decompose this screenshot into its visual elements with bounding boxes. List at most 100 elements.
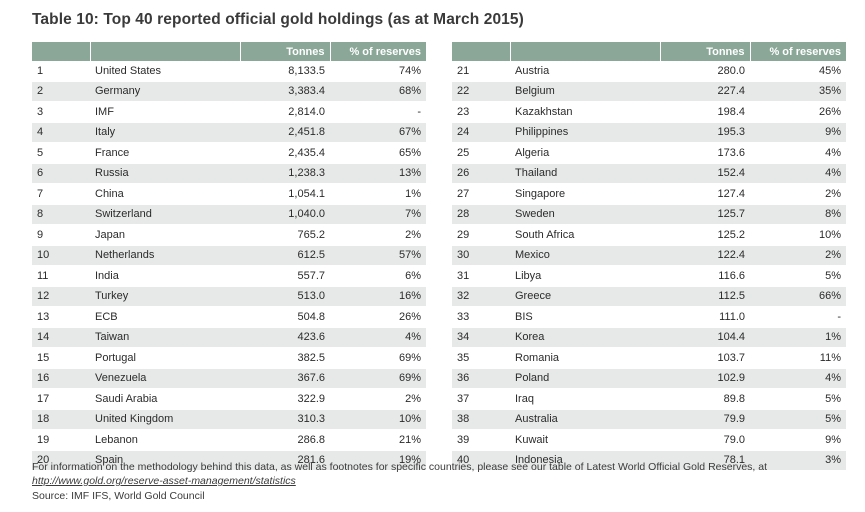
country-cell: Venezuela bbox=[90, 368, 240, 389]
table-row: 13 ECB 504.8 26% bbox=[32, 306, 426, 328]
country-cell: United Kingdom bbox=[90, 409, 240, 430]
table-row: 10 Netherlands 612.5 57% bbox=[32, 245, 426, 266]
country-cell: Netherlands bbox=[90, 245, 240, 266]
table-row: 27 Singapore 127.4 2% bbox=[452, 183, 846, 205]
country-cell: Japan bbox=[90, 224, 240, 246]
table-header-row: Tonnes % of reserves bbox=[452, 42, 846, 61]
table-row: 35 Romania 103.7 11% bbox=[452, 347, 846, 369]
rank-cell: 36 bbox=[452, 368, 510, 389]
table-row: 33 BIS 111.0- bbox=[452, 306, 846, 328]
country-cell: India bbox=[90, 265, 240, 287]
rank-cell: 8 bbox=[32, 204, 90, 225]
table-row: 20 Spain 281.6 19% bbox=[32, 450, 426, 471]
gold-holdings-table-left: Tonnes % of reserves 1 United States 8,133… bbox=[32, 42, 426, 471]
statistics-link[interactable]: http://www.gold.org/reserve-asset-manage… bbox=[32, 475, 296, 487]
pct-reserves-cell: 2% bbox=[330, 388, 426, 410]
rank-cell: 15 bbox=[32, 347, 90, 369]
pct-reserves-cell: 67% bbox=[330, 122, 426, 143]
tonnes-cell: 423.6 bbox=[240, 327, 330, 348]
table-row: 38 Australia 79.9 5% bbox=[452, 409, 846, 430]
tonnes-cell: 1,040.0 bbox=[240, 204, 330, 225]
table-row: 30 Mexico 122.4 2% bbox=[452, 245, 846, 266]
tonnes-cell: 367.6 bbox=[240, 368, 330, 389]
source-note: Source: IMF IFS, World Gold Council bbox=[32, 490, 205, 502]
rank-cell: 14 bbox=[32, 327, 90, 348]
page-title: Table 10: Top 40 reported official gold … bbox=[32, 11, 524, 28]
table-header-row: Tonnes % of reserves bbox=[32, 42, 426, 61]
rank-cell: 6 bbox=[32, 163, 90, 184]
table-row: 14 Taiwan 423.6 4% bbox=[32, 327, 426, 348]
country-cell: France bbox=[90, 142, 240, 164]
table-row: 5 France 2,435.4 65% bbox=[32, 142, 426, 164]
tonnes-cell: 112.5 bbox=[660, 286, 750, 307]
tonnes-cell: 3,383.4 bbox=[240, 81, 330, 102]
pct-reserves-cell: 19% bbox=[330, 450, 426, 471]
country-cell: Belgium bbox=[510, 81, 660, 102]
tonnes-cell: 198.4 bbox=[660, 101, 750, 123]
rank-cell: 27 bbox=[452, 183, 510, 205]
pct-reserves-cell: 66% bbox=[750, 286, 846, 307]
country-cell: Germany bbox=[90, 81, 240, 102]
rank-cell: 31 bbox=[452, 265, 510, 287]
rank-cell: 7 bbox=[32, 183, 90, 205]
rank-cell: 5 bbox=[32, 142, 90, 164]
pct-reserves-cell: 10% bbox=[750, 224, 846, 246]
table-row: 32 Greece 112.5 66% bbox=[452, 286, 846, 307]
tonnes-cell: 125.2 bbox=[660, 224, 750, 246]
rank-cell: 19 bbox=[32, 429, 90, 451]
table-row: 29 South Africa 125.2 10% bbox=[452, 224, 846, 246]
pct-reserves-cell: 65% bbox=[330, 142, 426, 164]
rank-cell: 3 bbox=[32, 101, 90, 123]
pct-reserves-cell: - bbox=[330, 101, 426, 123]
tonnes-cell: 102.9 bbox=[660, 368, 750, 389]
tonnes-cell: 322.9 bbox=[240, 388, 330, 410]
footnote-text: For information on the methodology behin… bbox=[32, 461, 768, 473]
pct-reserves-cell: 35% bbox=[750, 81, 846, 102]
pct-reserves-cell: 9% bbox=[750, 122, 846, 143]
rank-cell: 18 bbox=[32, 409, 90, 430]
pct-reserves-cell: 3% bbox=[750, 450, 846, 471]
tonnes-cell: 125.7 bbox=[660, 204, 750, 225]
pct-reserves-cell: 2% bbox=[750, 183, 846, 205]
pct-reserves-cell: 8% bbox=[750, 204, 846, 225]
country-cell: Korea bbox=[510, 327, 660, 348]
country-cell: Indonesia bbox=[510, 450, 660, 471]
table-row: 16 Venezuela 367.6 69% bbox=[32, 368, 426, 389]
table-row: 2 Germany 3,383.4 68% bbox=[32, 81, 426, 102]
tonnes-cell: 286.8 bbox=[240, 429, 330, 451]
country-cell: Saudi Arabia bbox=[90, 388, 240, 410]
tonnes-cell: 173.6 bbox=[660, 142, 750, 164]
rank-cell: 10 bbox=[32, 245, 90, 266]
rank-cell: 20 bbox=[32, 450, 90, 471]
tonnes-cell: 8,133.5 bbox=[240, 61, 330, 82]
tonnes-cell: 78.1 bbox=[660, 450, 750, 471]
rank-cell: 9 bbox=[32, 224, 90, 246]
country-cell: Italy bbox=[90, 122, 240, 143]
table-row: 40 Indonesia 78.1 3% bbox=[452, 450, 846, 471]
tonnes-cell: 104.4 bbox=[660, 327, 750, 348]
pct-reserves-cell: 1% bbox=[330, 183, 426, 205]
pct-reserves-cell: 69% bbox=[330, 347, 426, 369]
table-row: 31 Libya 116.6 5% bbox=[452, 265, 846, 287]
pct-reserves-cell: 74% bbox=[330, 61, 426, 82]
pct-reserves-column-header: % of reserves bbox=[750, 42, 846, 61]
gold-holdings-table-right: Tonnes % of reserves 21 Austria 280.0 45% 22… bbox=[452, 42, 846, 471]
table-row: 23 Kazakhstan 198.4 26% bbox=[452, 101, 846, 123]
pct-reserves-cell: 68% bbox=[330, 81, 426, 102]
country-cell: Mexico bbox=[510, 245, 660, 266]
rank-cell: 35 bbox=[452, 347, 510, 369]
rank-cell: 32 bbox=[452, 286, 510, 307]
tonnes-cell: 127.4 bbox=[660, 183, 750, 205]
pct-reserves-cell: 1% bbox=[750, 327, 846, 348]
pct-reserves-cell: 2% bbox=[330, 224, 426, 246]
country-column-header bbox=[90, 42, 241, 61]
rank-cell: 30 bbox=[452, 245, 510, 266]
pct-reserves-cell: 21% bbox=[330, 429, 426, 451]
pct-reserves-cell: 4% bbox=[750, 142, 846, 164]
table-row: 21 Austria 280.0 45% bbox=[452, 61, 846, 82]
rank-cell: 17 bbox=[32, 388, 90, 410]
rank-column-header bbox=[452, 42, 511, 61]
table-row: 19 Lebanon 286.8 21% bbox=[32, 429, 426, 451]
rank-cell: 34 bbox=[452, 327, 510, 348]
table-row: 18 United Kingdom 310.3 10% bbox=[32, 409, 426, 430]
